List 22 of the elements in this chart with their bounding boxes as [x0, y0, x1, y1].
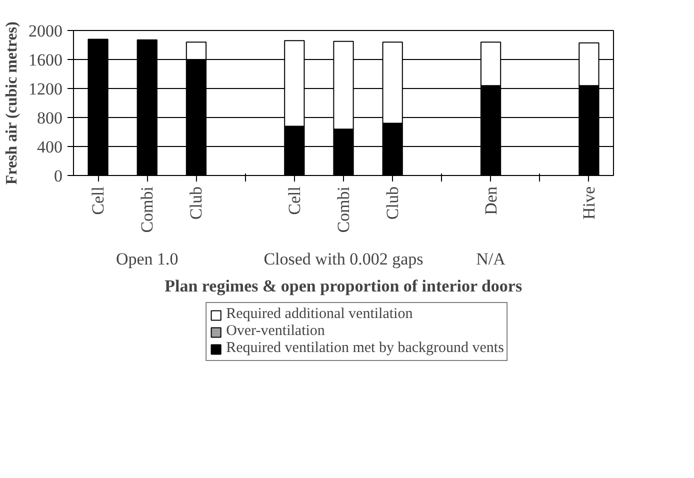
- x-tick-label: Cell: [88, 186, 108, 215]
- x-tick-label: Cell: [284, 186, 304, 215]
- y-tick-label: 2000: [28, 22, 62, 40]
- text: Open 1.0: [116, 250, 178, 268]
- x-tick-label: Combi: [138, 186, 157, 233]
- x-tick-label: Hive: [579, 186, 598, 220]
- x-tick-label: Den: [481, 186, 500, 215]
- legend-label: Required additional ventilation: [226, 306, 413, 323]
- y-tick-label: 400: [37, 138, 62, 156]
- y-tick-label: 0: [54, 166, 62, 186]
- y-axis-title: Fresh air (cubic metres): [4, 22, 20, 185]
- x-axis-title: Plan regimes & open proportion of interior doors: [164, 276, 522, 296]
- x-tick-label: Combi: [334, 186, 353, 233]
- y-tick-label: 800: [37, 108, 62, 128]
- legend-label: Over-ventilation: [226, 323, 325, 340]
- y-tick-label: 1600: [28, 50, 62, 70]
- legend-label: Required ventilation met by background vents: [226, 340, 504, 357]
- y-tick-label: 1200: [28, 80, 62, 98]
- x-tick-label: Club: [186, 186, 206, 220]
- x-tick-label: Club: [383, 186, 402, 220]
- text: N/A: [476, 250, 506, 268]
- text: Closed with 0.002 gaps: [264, 250, 424, 268]
